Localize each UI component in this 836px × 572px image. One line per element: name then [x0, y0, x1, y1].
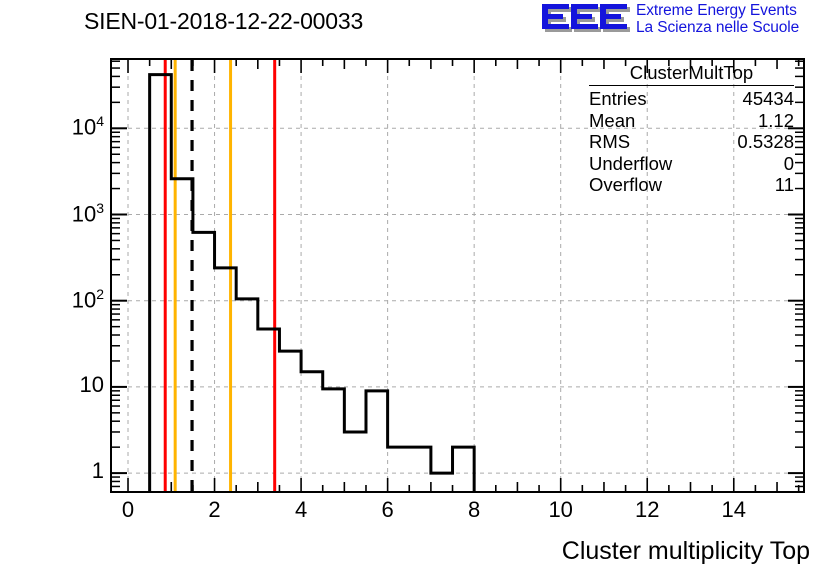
stats-row: Overflow 11 [585, 174, 798, 196]
x-axis-tick-label: 14 [721, 497, 746, 522]
stats-row-key: Underflow [589, 152, 673, 174]
y-axis-tick-label: 103 [71, 199, 104, 226]
stats-row: Underflow 0 [585, 153, 798, 175]
histogram-step-line [148, 73, 476, 491]
x-axis-tick-label: 10 [548, 497, 573, 522]
stats-row-value: 0.5328 [737, 131, 794, 152]
x-axis-title: Cluster multiplicity Top [561, 537, 810, 565]
y-axis-tick-label: 104 [71, 113, 104, 140]
stats-row-key: RMS [589, 131, 631, 152]
y-axis-tick-label: 10 [79, 371, 104, 397]
page-title: SIEN-01-2018-12-22-00033 [84, 8, 364, 34]
eee-logo-line2: La Scienza nelle Scuole [636, 18, 800, 36]
stats-box: ClusterMultTop Entries 45434 Mean 1.12 RMS 0.… [585, 62, 798, 196]
stats-row-value: 1.12 [757, 109, 794, 131]
stats-row-value: 45434 [742, 88, 794, 109]
stats-row-value: 0 [783, 152, 794, 174]
stats-row: Mean 1.12 [585, 110, 798, 132]
eee-logo-line1: Extreme Energy Events [636, 2, 797, 19]
stats-title: ClusterMultTop [589, 62, 794, 86]
eee-logo-icon [540, 3, 632, 37]
x-axis-tick-label: 2 [208, 497, 221, 522]
stats-row-key: Mean [589, 109, 636, 131]
stats-row-value: 11 [774, 174, 794, 195]
y-axis-tick-label: 102 [71, 285, 104, 313]
x-axis-tick-label: 4 [294, 497, 308, 522]
axis-ticks [112, 60, 803, 491]
x-axis-tick-label: 12 [634, 497, 660, 522]
x-axis-tick-label: 8 [468, 497, 481, 522]
histogram-canvas [112, 60, 803, 491]
stats-row: RMS 0.5328 [585, 131, 798, 153]
histogram-plot-area [110, 58, 805, 493]
eee-logo-text: Extreme Energy Events La Scienza nelle S… [636, 2, 800, 36]
stats-row-key: Overflow [589, 174, 662, 195]
x-axis-tick-label: 6 [381, 497, 394, 522]
stats-row: Entries 45434 [585, 88, 798, 110]
x-axis-tick-label: 0 [121, 497, 135, 522]
grid-lines [112, 60, 803, 491]
marker-lines [163, 60, 277, 491]
stats-rows: Entries 45434 Mean 1.12 RMS 0.5328 Underflow 0 O… [585, 88, 798, 196]
stats-row-key: Entries [589, 88, 647, 109]
y-axis-tick-label: 1 [91, 458, 104, 484]
histogram-outline [148, 73, 476, 491]
